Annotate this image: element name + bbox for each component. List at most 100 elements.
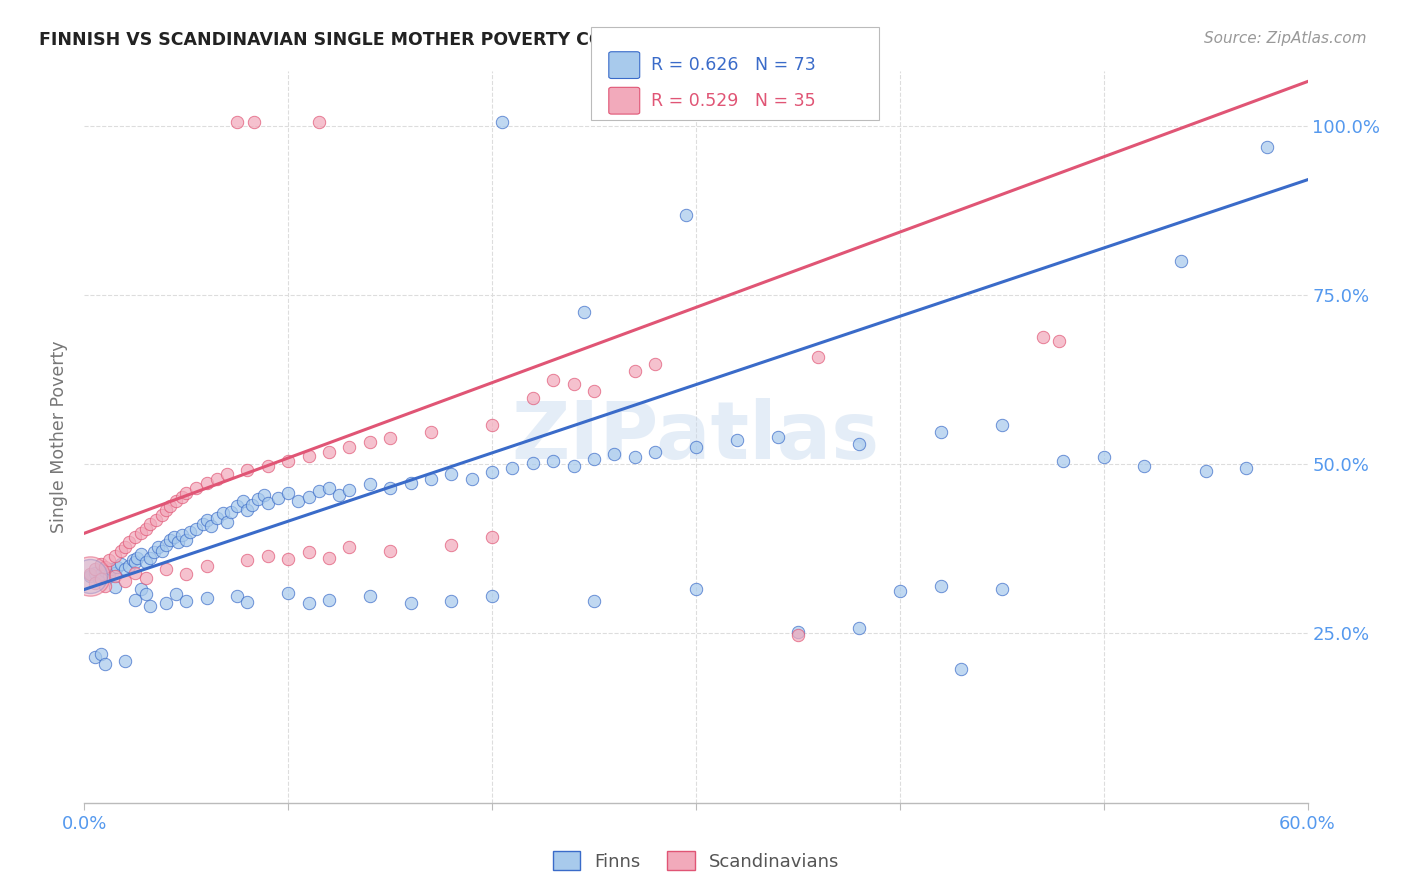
Point [226,589,249,603]
Point [308,484,330,499]
Point [522,456,544,470]
Point [562,377,585,392]
Point [420,425,443,439]
Point [195,591,218,606]
Point [145,513,167,527]
Point [624,450,647,465]
Point [155,596,177,610]
Point [929,425,952,439]
Point [950,662,973,676]
Point [138,550,160,565]
Point [135,571,157,585]
Point [787,628,810,642]
Point [186,481,208,495]
Point [93,579,115,593]
Point [287,494,309,508]
Point [1170,254,1192,268]
Point [380,544,402,558]
Point [186,521,208,535]
Point [150,508,173,522]
Point [172,490,194,504]
Point [114,574,136,588]
Point [991,582,1014,597]
Point [138,516,160,531]
Text: R = 0.529   N = 35: R = 0.529 N = 35 [651,92,815,110]
Point [440,538,463,552]
Point [212,506,235,520]
Point [138,599,160,614]
Point [1092,450,1115,465]
Point [339,540,361,554]
Point [83,566,105,580]
Point [90,572,112,586]
Point [79,569,101,583]
Point [298,490,321,504]
Point [380,432,402,446]
Point [685,582,707,597]
Point [163,530,186,544]
Point [787,625,810,640]
Point [90,647,112,661]
Point [308,115,330,129]
Point [104,581,127,595]
Point [83,575,105,590]
Point [502,460,524,475]
Point [848,437,870,451]
Point [174,594,197,608]
Point [277,454,299,468]
Text: R = 0.626   N = 73: R = 0.626 N = 73 [651,56,815,74]
Point [236,553,259,567]
Point [644,357,666,371]
Point [167,535,190,549]
Point [195,513,218,527]
Point [83,562,105,576]
Point [420,472,443,486]
Point [298,596,321,610]
Point [118,535,141,549]
Point [572,305,595,319]
Point [124,566,146,580]
Point [277,485,299,500]
Point [205,472,228,486]
Point [165,587,187,601]
Point [114,654,136,668]
Point [583,594,606,608]
Point [399,596,422,610]
Point [339,483,361,497]
Point [217,467,239,482]
Point [257,458,280,473]
Point [481,530,503,544]
Text: ZIPatlas: ZIPatlas [512,398,880,476]
Point [217,515,239,529]
Point [135,587,157,601]
Point [257,496,280,510]
Point [200,519,222,533]
Point [253,488,276,502]
Point [122,553,145,567]
Point [135,521,157,535]
Point [240,498,263,512]
Point [543,372,565,386]
Point [298,449,321,463]
Point [257,549,280,563]
Point [90,566,112,581]
Point [583,451,606,466]
Point [155,538,177,552]
Point [481,589,503,603]
Point [124,555,146,569]
Point [93,564,115,578]
Point [97,568,120,582]
Point [97,553,120,567]
Point [159,533,181,547]
Point [1032,330,1054,344]
Point [725,434,748,448]
Point [127,550,149,565]
Point [131,547,153,561]
Point [685,440,707,454]
Point [226,115,249,129]
Point [110,558,132,572]
Point [83,650,105,665]
Point [93,560,115,574]
Point [929,579,952,593]
Point [79,569,101,583]
